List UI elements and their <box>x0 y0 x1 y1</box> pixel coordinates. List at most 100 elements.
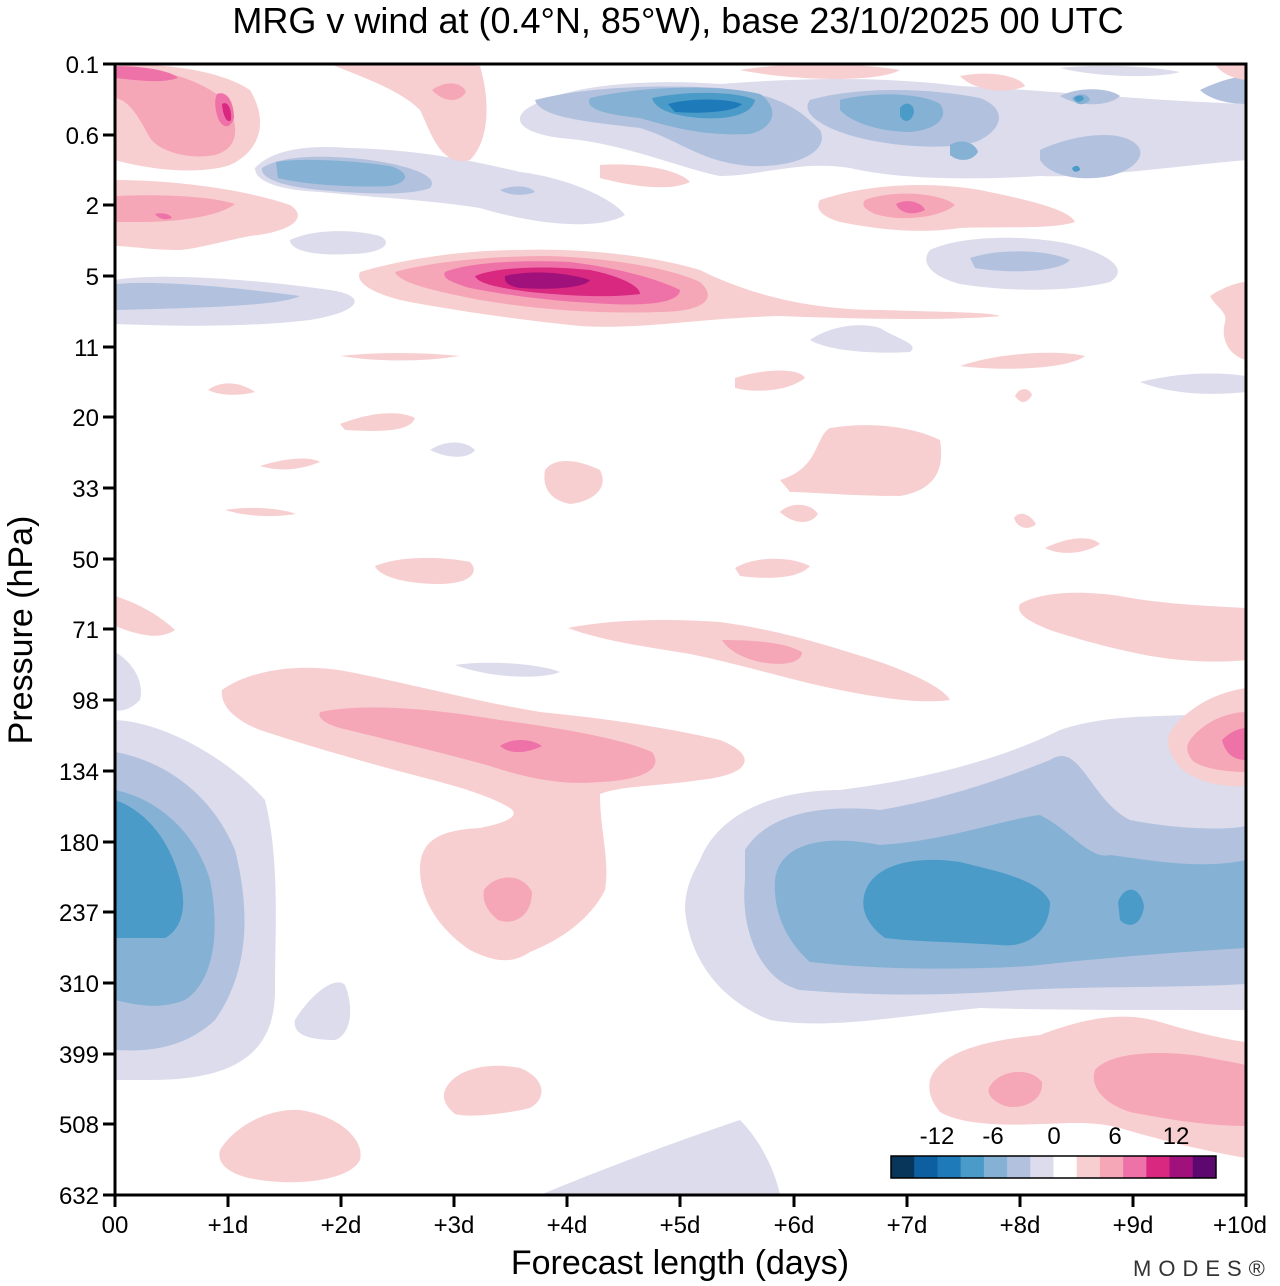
colorbar-cell <box>937 1156 962 1178</box>
contour-pos6-0.3hPa-day3 <box>432 83 466 100</box>
contour-pos6-0.2hPa-day1 <box>115 67 236 157</box>
contour-pos-71hPa-day9 <box>1019 592 1246 662</box>
contour-pos9-2hPa-day0 <box>155 213 172 220</box>
y-tick-label: 508 <box>59 1112 99 1139</box>
contour-neg15-0.4hPa-day5 <box>668 99 742 113</box>
contour-pos-42hPa-day8 <box>1014 513 1036 528</box>
x-tick-label: +10d <box>1213 1212 1267 1239</box>
colorbar-cell <box>914 1156 938 1178</box>
y-tick-label: 98 <box>72 688 99 715</box>
contour-pos-55hPa-day3 <box>375 557 474 584</box>
y-tick-label: 50 <box>72 547 99 574</box>
colorbar-cell <box>1146 1156 1171 1178</box>
contour-neg-11hPa-day6 <box>810 325 913 353</box>
contour-neg-310hPa-day2 <box>294 982 351 1040</box>
contour-pos-12hPa-day9 <box>960 352 1085 369</box>
contour-pos-7hPa-day10 <box>1210 282 1246 360</box>
contour-pos-14hPa-day6 <box>735 370 805 391</box>
contour-pos12-0.3hPa-day1 <box>222 103 232 122</box>
contour-pos-0.1hPa-day10 <box>1215 64 1246 80</box>
contour-field <box>115 64 1246 1195</box>
colorbar-frame <box>890 1155 1217 1179</box>
contour-neg-71hPa-day4 <box>455 662 560 677</box>
contour-pos-55hPa-day6 <box>735 558 810 578</box>
contour-neg6-0.8hPa-day9 <box>1040 135 1141 179</box>
contour-neg12-0.5hPa-day7 <box>900 103 914 121</box>
x-tick-label: +4d <box>547 1212 588 1239</box>
contour-pos-450hPa-day9 <box>929 1016 1246 1158</box>
x-tick-label: +5d <box>660 1212 701 1239</box>
contour-pos-26hPa-day3 <box>260 458 320 470</box>
y-axis-label: Pressure (hPa) <box>2 516 40 745</box>
y-axis <box>103 62 115 1197</box>
x-axis-label: Forecast length (days) <box>511 1244 849 1282</box>
chart-title: MRG v wind at (0.4°N, 85°W), base 23/10/… <box>232 0 1123 41</box>
colorbar-tick-label: 12 <box>1163 1123 1190 1150</box>
contour-pos-98hPa-day2 <box>221 667 745 961</box>
colorbar-cell <box>960 1156 985 1178</box>
contour-pos9-0.1hPa-day0 <box>115 66 178 82</box>
y-tick-label: 2 <box>86 193 99 220</box>
y-tick-label: 5 <box>86 264 99 291</box>
contour-pos-48hPa-day8 <box>1045 538 1100 553</box>
contour-neg-15hPa-day9 <box>1140 373 1246 394</box>
contour-neg6-4hPa-day8 <box>970 251 1070 272</box>
colorbar-cell <box>1007 1156 1031 1178</box>
contour-pos-0.2hPa-day8 <box>960 73 1025 91</box>
contour-neg-20hPa-day3 <box>430 442 475 457</box>
y-tick-label: 0.1 <box>66 52 99 79</box>
contour-pos6-134hPa-day10 <box>1187 712 1246 772</box>
colorbar-tick-label: 6 <box>1108 1123 1121 1150</box>
contour-pos9-134hPa-day3 <box>500 740 542 753</box>
x-axis <box>113 1195 1248 1207</box>
x-tick-label: +6d <box>774 1212 815 1239</box>
colorbar-tick-label: 0 <box>1047 1123 1060 1150</box>
contour-neg12-0.8hPa-day9 <box>1072 165 1080 172</box>
colorbar-cell <box>1192 1156 1217 1178</box>
y-tick-label: 20 <box>72 405 99 432</box>
y-tick-label: 310 <box>59 971 99 998</box>
contour-pos9-134hPa-day10 <box>1222 728 1246 760</box>
contour-pos-65hPa-day0 <box>115 596 175 636</box>
colorbar: -12 -6 0 6 12 <box>890 1123 1217 1179</box>
x-tick-labels: 00 +1d +2d +3d +4d +5d +6d +7d +8d +9d +… <box>102 1212 1267 1239</box>
contour-pos-0.1hPa-day2 <box>330 64 487 162</box>
x-tick-label: 00 <box>102 1212 129 1239</box>
colorbar-cell <box>891 1156 915 1178</box>
contour-pos6-98hPa-day3 <box>319 707 656 783</box>
x-tick-label: +8d <box>1000 1212 1041 1239</box>
y-tick-label: 33 <box>72 476 99 503</box>
x-tick-label: +9d <box>1113 1212 1154 1239</box>
contour-pos-440hPa-day3 <box>443 1065 542 1116</box>
contour-pos15-5hPa-day4 <box>504 272 590 289</box>
contour-neg6-5hPa-day0 <box>115 282 300 310</box>
contour-neg12-0.3hPa-day9 <box>1074 95 1084 102</box>
contour-pos-560hPa-day1 <box>219 1109 361 1183</box>
y-tick-label: 237 <box>59 900 99 927</box>
x-tick-label: +7d <box>887 1212 928 1239</box>
colorbar-cell <box>1076 1156 1101 1178</box>
contour-pos-12hPa-day3 <box>340 353 460 361</box>
contour-neg9-0.5hPa-day7 <box>840 94 944 132</box>
contour-neg9-1hPa-day2 <box>276 159 405 187</box>
y-tick-label: 71 <box>72 617 99 644</box>
contour-neg6-0.3hPa-day10 <box>1200 76 1246 104</box>
modes-watermark: MODES® <box>1133 1256 1272 1281</box>
colorbar-cell <box>983 1156 1008 1178</box>
contour-pos-1hPa-day5 <box>600 164 690 188</box>
contour-pos6-237hPa-day3 <box>483 877 532 922</box>
contour-neg6-2hPa-day3 <box>500 186 535 195</box>
contour-neg12-180hPa-day0 <box>115 800 184 938</box>
contour-pos-16hPa-day1 <box>208 383 255 395</box>
contour-neg-98hPa-day0 <box>115 652 141 711</box>
colorbar-cell <box>1053 1156 1078 1178</box>
colorbar-tick-label: -6 <box>982 1123 1003 1150</box>
contour-pos-22hPa-day2 <box>340 413 415 431</box>
contour-pos-25hPa-day7 <box>780 425 942 496</box>
contour-neg12-237hPa-day7 <box>863 859 1050 946</box>
y-tick-label: 180 <box>59 830 99 857</box>
contour-pos9-2hPa-day8 <box>896 201 925 214</box>
colorbar-cell <box>1169 1156 1194 1178</box>
contour-neg9-0.8hPa-day7 <box>950 141 978 160</box>
